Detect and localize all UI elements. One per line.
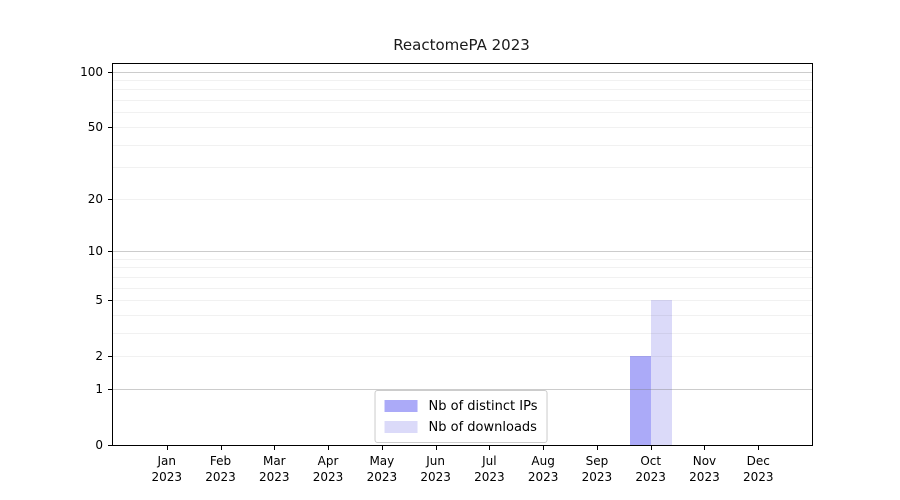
plot-area: 0 1 2 5 10 20 50 100 Jan 2023 Feb 2023 Mar 2023 Apr 202…: [80, 63, 813, 484]
legend-swatch-downloads: [384, 421, 418, 433]
bar-oct-series0: [629, 356, 651, 445]
x-tick-label: Jan 2023: [151, 454, 183, 484]
x-tick-mark: [328, 446, 330, 450]
gridline-minor: [113, 80, 812, 82]
gridline-minor: [113, 267, 812, 269]
y-tick-mark: [108, 126, 112, 128]
x-tick-mark: [274, 446, 276, 450]
y-tick-label: 20: [87, 191, 103, 206]
x-tick-label: Aug 2023: [527, 454, 559, 484]
x-tick-mark: [381, 446, 383, 450]
gridline-minor: [113, 126, 812, 128]
gridline-minor: [113, 287, 812, 289]
gridline-minor: [113, 276, 812, 278]
gridline-minor: [113, 198, 812, 200]
x-tick-label: Dec 2023: [742, 454, 774, 484]
legend-label-downloads: Nb of downloads: [428, 419, 537, 435]
y-tick-label: 50: [87, 119, 103, 134]
x-tick-label: Sep 2023: [581, 454, 613, 484]
x-tick-mark: [435, 446, 437, 450]
gridline-minor: [113, 356, 812, 358]
x-tick-mark: [758, 446, 760, 450]
legend-label-distinct-ips: Nb of distinct IPs: [428, 398, 538, 414]
y-tick-mark: [108, 388, 112, 390]
y-tick-label: 1: [95, 381, 103, 396]
gridline-minor: [113, 300, 812, 302]
bar-oct-series1: [650, 300, 672, 445]
y-tick-label: 5: [95, 293, 103, 308]
y-tick-mark: [108, 356, 112, 358]
gridline-minor: [113, 167, 812, 169]
x-tick-label: Jun 2023: [420, 454, 451, 484]
x-tick-label: Oct 2023: [635, 454, 666, 484]
x-tick-label: Jul 2023: [474, 454, 505, 484]
x-tick-mark: [166, 446, 168, 450]
y-tick-label: 2: [95, 349, 103, 364]
y-tick-mark: [108, 251, 112, 252]
x-tick-mark: [596, 446, 598, 450]
y-tick-mark: [108, 300, 112, 302]
x-tick-label: Feb 2023: [205, 454, 236, 484]
x-tick-mark: [650, 446, 652, 450]
x-tick-label: Nov 2023: [689, 454, 720, 484]
x-tick-mark: [704, 446, 706, 450]
x-tick-mark: [543, 446, 545, 450]
gridline-minor: [113, 314, 812, 316]
chart-title: ReactomePA 2023: [393, 36, 530, 54]
x-tick-mark: [489, 446, 491, 450]
gridline-minor: [113, 89, 812, 91]
y-tick-label: 10: [87, 244, 103, 258]
gridline-major: [113, 71, 812, 73]
gridline-minor: [113, 258, 812, 260]
y-tick-label: 100: [80, 64, 103, 79]
y-tick-mark: [108, 198, 112, 200]
x-tick-label: Mar 2023: [259, 454, 290, 484]
legend-item-downloads: Nb of downloads: [384, 418, 538, 436]
y-tick-mark: [108, 71, 112, 73]
gridline-minor: [113, 332, 812, 334]
gridline-major: [113, 251, 812, 252]
x-tick-label: Apr 2023: [312, 454, 344, 484]
legend-item-distinct-ips: Nb of distinct IPs: [384, 397, 538, 415]
gridline-minor: [113, 144, 812, 146]
x-tick-label: May 2023: [366, 454, 398, 484]
legend: Nb of distinct IPs Nb of downloads: [374, 390, 548, 443]
gridline-minor: [113, 100, 812, 102]
legend-swatch-distinct-ips: [384, 400, 418, 412]
gridline-minor: [113, 112, 812, 114]
y-tick-mark: [108, 445, 112, 446]
y-tick-label: 0: [95, 438, 103, 452]
x-tick-mark: [220, 446, 222, 450]
